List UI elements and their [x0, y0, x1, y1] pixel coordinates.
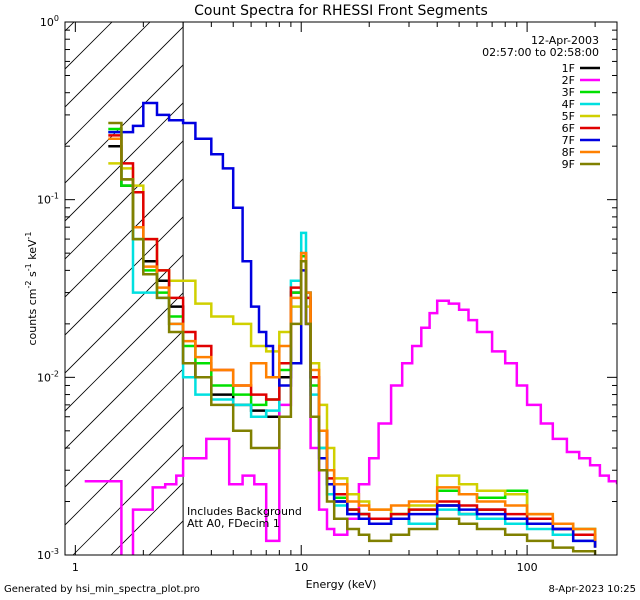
- observation-date: 12-Apr-2003: [531, 34, 599, 47]
- hatch-line: [65, 292, 184, 412]
- hatch-line: [567, 0, 640, 555]
- plot-frame: [64, 21, 618, 556]
- legend-label-6F: 6F: [562, 122, 575, 135]
- x-axis-label: Energy (keV): [306, 578, 377, 591]
- hatch-line: [225, 0, 640, 555]
- hatch-line: [0, 0, 103, 555]
- hatch-line: [605, 0, 640, 555]
- axis-ticks: [65, 22, 617, 556]
- hatch-line: [453, 0, 640, 555]
- series-3F: [108, 127, 597, 541]
- series-6F: [108, 134, 597, 548]
- x-tick-label: 10: [294, 561, 308, 574]
- legend-label-5F: 5F: [562, 110, 575, 123]
- legend-label-1F: 1F: [562, 62, 575, 75]
- series-9F: [108, 121, 597, 555]
- x-tick-label: 1: [72, 561, 79, 574]
- y-axis-label: counts cm-2 s-1 keV-1: [24, 232, 39, 346]
- annotation-background: Includes Background: [187, 505, 302, 518]
- series-1F: [108, 144, 597, 548]
- legend-label-7F: 7F: [562, 134, 575, 147]
- hatch-line: [415, 0, 640, 555]
- tick-labels: 1 10 100 10-3 10-2 10-1 100: [37, 14, 538, 574]
- series-7F: [108, 101, 597, 548]
- series-group: [84, 101, 617, 555]
- series-5F: [108, 162, 597, 541]
- hatch-line: [72, 444, 184, 555]
- hatch-line: [65, 368, 184, 488]
- y-tick-label: 10-3: [37, 547, 59, 562]
- y-tick-label: 10-1: [37, 192, 59, 207]
- legend-label-9F: 9F: [562, 158, 575, 171]
- y-tick-label: 10-2: [37, 369, 59, 384]
- time-range: 02:57:00 to 02:58:00: [482, 46, 599, 59]
- series-8F: [108, 137, 597, 541]
- legend-label-8F: 8F: [562, 146, 575, 159]
- hatch-line: [65, 22, 113, 70]
- hatch-line: [65, 254, 184, 374]
- annotation-attenuator: Att A0, FDecim 1: [187, 517, 280, 530]
- hatch-line: [65, 22, 75, 32]
- legend-label-4F: 4F: [562, 98, 575, 111]
- generated-by: Generated by hsi_min_spectra_plot.pro: [4, 584, 200, 595]
- hatch-line: [65, 26, 184, 146]
- series-4F: [108, 130, 597, 548]
- series-2F: [84, 260, 617, 555]
- hatch-line: [110, 482, 184, 555]
- hatch-line: [65, 140, 184, 260]
- timestamp: 8-Apr-2023 10:25: [548, 584, 636, 595]
- y-tick-label: 100: [40, 14, 59, 29]
- hatch-line: [65, 22, 151, 108]
- hatch-line: [529, 0, 640, 555]
- legend-label-2F: 2F: [562, 74, 575, 87]
- hatch-line: [339, 0, 640, 555]
- hatch-line: [65, 406, 184, 526]
- x-tick-label: 100: [517, 561, 538, 574]
- hatch-line: [65, 102, 184, 222]
- hatch-line: [301, 0, 640, 555]
- hatch-line: [65, 64, 184, 184]
- hatch-line: [65, 178, 184, 298]
- hatch-line: [65, 216, 184, 336]
- chart-title: Count Spectra for RHESSI Front Segments: [194, 3, 488, 19]
- legend-label-3F: 3F: [562, 86, 575, 99]
